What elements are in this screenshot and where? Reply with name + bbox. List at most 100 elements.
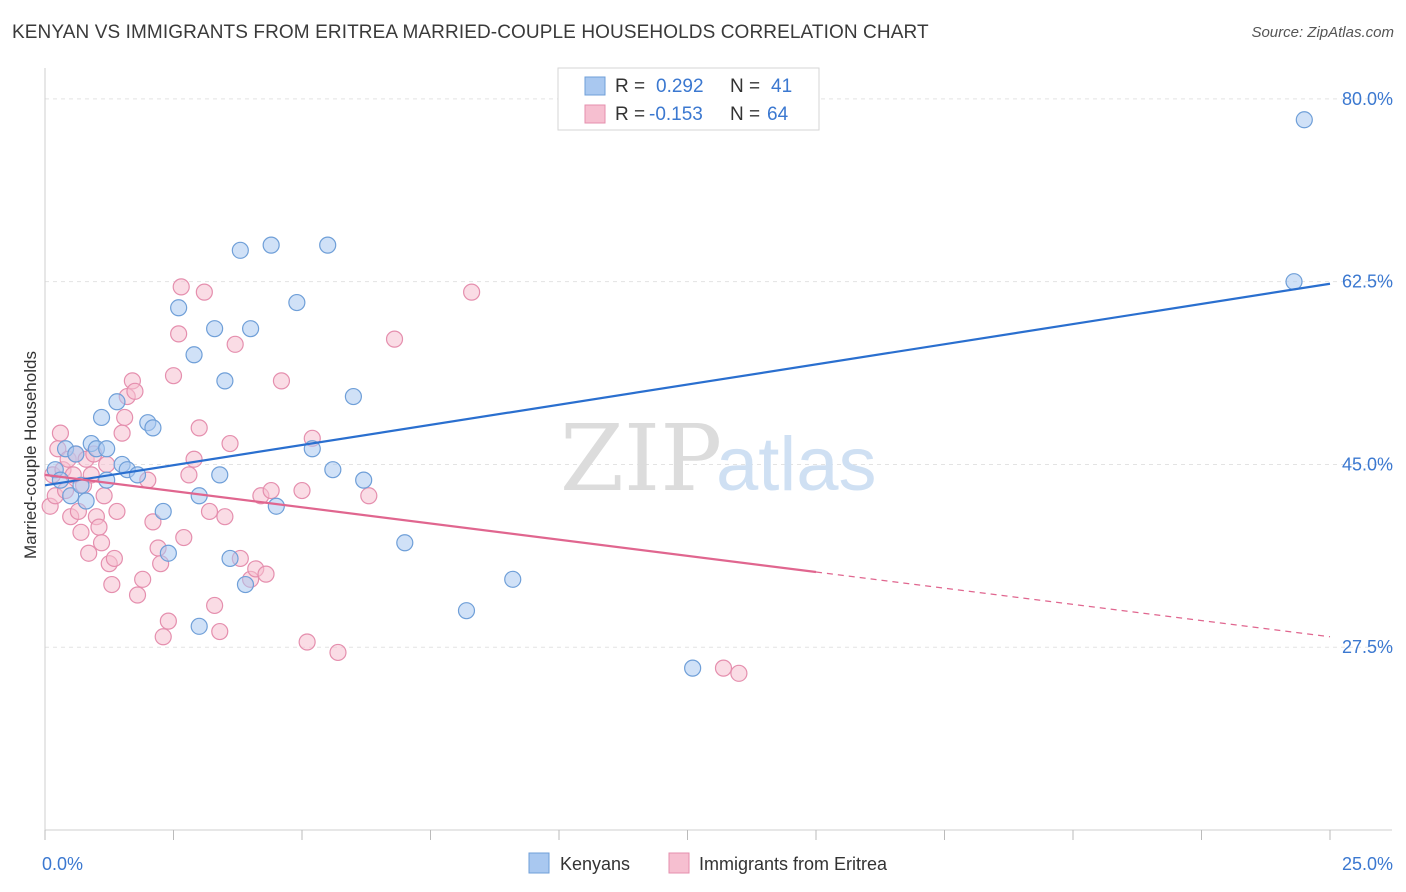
eritrea-point — [105, 549, 123, 568]
stats-n-value: 64 — [767, 104, 789, 125]
stats-r-value: 0.292 — [656, 76, 704, 97]
kenyans-point — [144, 419, 162, 437]
eritrea-point — [385, 330, 404, 348]
kenyans-point — [221, 549, 239, 568]
axes — [44, 68, 1392, 840]
eritrea-point — [170, 325, 188, 343]
eritrea-point — [116, 408, 134, 427]
tick-labels: 80.0% 62.5% 45.0% 27.5% 0.0% 25.0% — [42, 89, 1393, 874]
eritrea-point — [90, 518, 108, 536]
kenyans-point — [170, 299, 188, 317]
kenyans-point — [154, 502, 172, 521]
eritrea-point — [159, 612, 177, 630]
legend-swatch-kenyans — [528, 852, 550, 874]
eritrea-point — [113, 424, 131, 442]
eritrea-point — [293, 481, 311, 500]
eritrea-point — [195, 283, 213, 301]
kenyans-point — [159, 544, 177, 562]
eritrea-point — [103, 575, 121, 594]
eritrea-trend-line — [44, 473, 817, 574]
kenyans-point — [1295, 111, 1313, 129]
eritrea-point — [226, 335, 244, 353]
kenyans-point — [67, 445, 85, 463]
eritrea-point — [98, 455, 116, 474]
eritrea-point — [108, 502, 126, 521]
kenyans-point — [216, 372, 234, 390]
x-tick-label: 0.0% — [42, 854, 83, 874]
zipatlas-watermark: ZIP atlas — [560, 405, 877, 512]
kenyans-point — [98, 440, 116, 458]
kenyans-point — [396, 534, 414, 552]
eritrea-point — [128, 586, 147, 604]
kenyans-point — [108, 393, 126, 411]
eritrea-point — [164, 367, 183, 385]
eritrea-trend-line-extrapolated — [815, 571, 1331, 638]
kenyans-point — [344, 387, 362, 406]
stats-r-label: R = — [615, 104, 645, 125]
eritrea-point — [221, 434, 239, 453]
kenyans-point — [324, 461, 342, 479]
stats-r-label: R = — [615, 76, 645, 97]
kenyans-point — [262, 236, 280, 254]
stats-r-value: -0.153 — [649, 104, 703, 125]
kenyans-point — [288, 293, 306, 312]
eritrea-point — [172, 278, 190, 296]
chart-title: KENYAN VS IMMIGRANTS FROM ERITREA MARRIE… — [12, 22, 929, 43]
kenyans-point — [185, 346, 203, 364]
series-legend: Kenyans Immigrants from Eritrea — [528, 852, 888, 874]
kenyans-point — [77, 492, 95, 510]
eritrea-point — [360, 487, 378, 505]
eritrea-point — [211, 622, 229, 641]
series-eritrea-points — [41, 278, 748, 682]
legend-swatch-eritrea — [668, 852, 690, 874]
kenyans-point — [51, 471, 70, 489]
kenyans-point — [319, 236, 337, 254]
eritrea-point — [200, 502, 219, 521]
eritrea-point — [190, 419, 208, 437]
y-tick-label: 27.5% — [1342, 637, 1393, 657]
eritrea-point — [180, 466, 198, 484]
eritrea-point — [298, 633, 316, 651]
kenyans-point — [355, 471, 373, 489]
eritrea-point — [463, 283, 481, 301]
eritrea-point — [72, 523, 90, 541]
kenyans-point — [236, 575, 255, 594]
eritrea-point — [257, 565, 275, 583]
y-axis-label: Married-couple Households — [21, 351, 40, 559]
eritrea-point — [126, 382, 144, 400]
y-tick-label: 45.0% — [1342, 454, 1393, 474]
eritrea-point — [95, 487, 113, 505]
kenyans-point — [504, 570, 522, 588]
eritrea-point — [51, 424, 70, 442]
stats-n-value: 41 — [771, 76, 792, 97]
eritrea-point — [206, 596, 224, 615]
trend-lines — [44, 282, 1331, 638]
y-tick-label: 62.5% — [1342, 272, 1393, 292]
kenyans-point — [267, 497, 285, 515]
y-tick-label: 80.0% — [1342, 89, 1393, 109]
kenyans-point — [231, 241, 249, 259]
watermark-atlas: atlas — [716, 422, 877, 507]
legend-label-eritrea: Immigrants from Eritrea — [699, 854, 888, 874]
eritrea-point — [134, 570, 152, 588]
eritrea-point — [185, 450, 203, 468]
eritrea-point — [144, 513, 162, 531]
eritrea-point — [262, 481, 280, 500]
kenyans-point — [457, 602, 476, 620]
source-credit: Source: ZipAtlas.com — [1251, 24, 1394, 41]
stats-swatch-pink — [584, 104, 606, 124]
eritrea-point — [216, 508, 234, 526]
eritrea-point — [80, 544, 98, 562]
gridlines — [45, 98, 1392, 648]
kenyans-point — [92, 408, 111, 427]
eritrea-point — [730, 664, 748, 682]
eritrea-point — [92, 534, 111, 552]
stats-swatch-blue — [584, 76, 606, 96]
eritrea-point — [272, 372, 291, 390]
kenyans-point — [242, 320, 260, 338]
kenyans-point — [206, 320, 224, 338]
kenyans-point — [62, 487, 80, 505]
series-kenyans-points — [46, 111, 1313, 677]
eritrea-point — [329, 643, 347, 662]
